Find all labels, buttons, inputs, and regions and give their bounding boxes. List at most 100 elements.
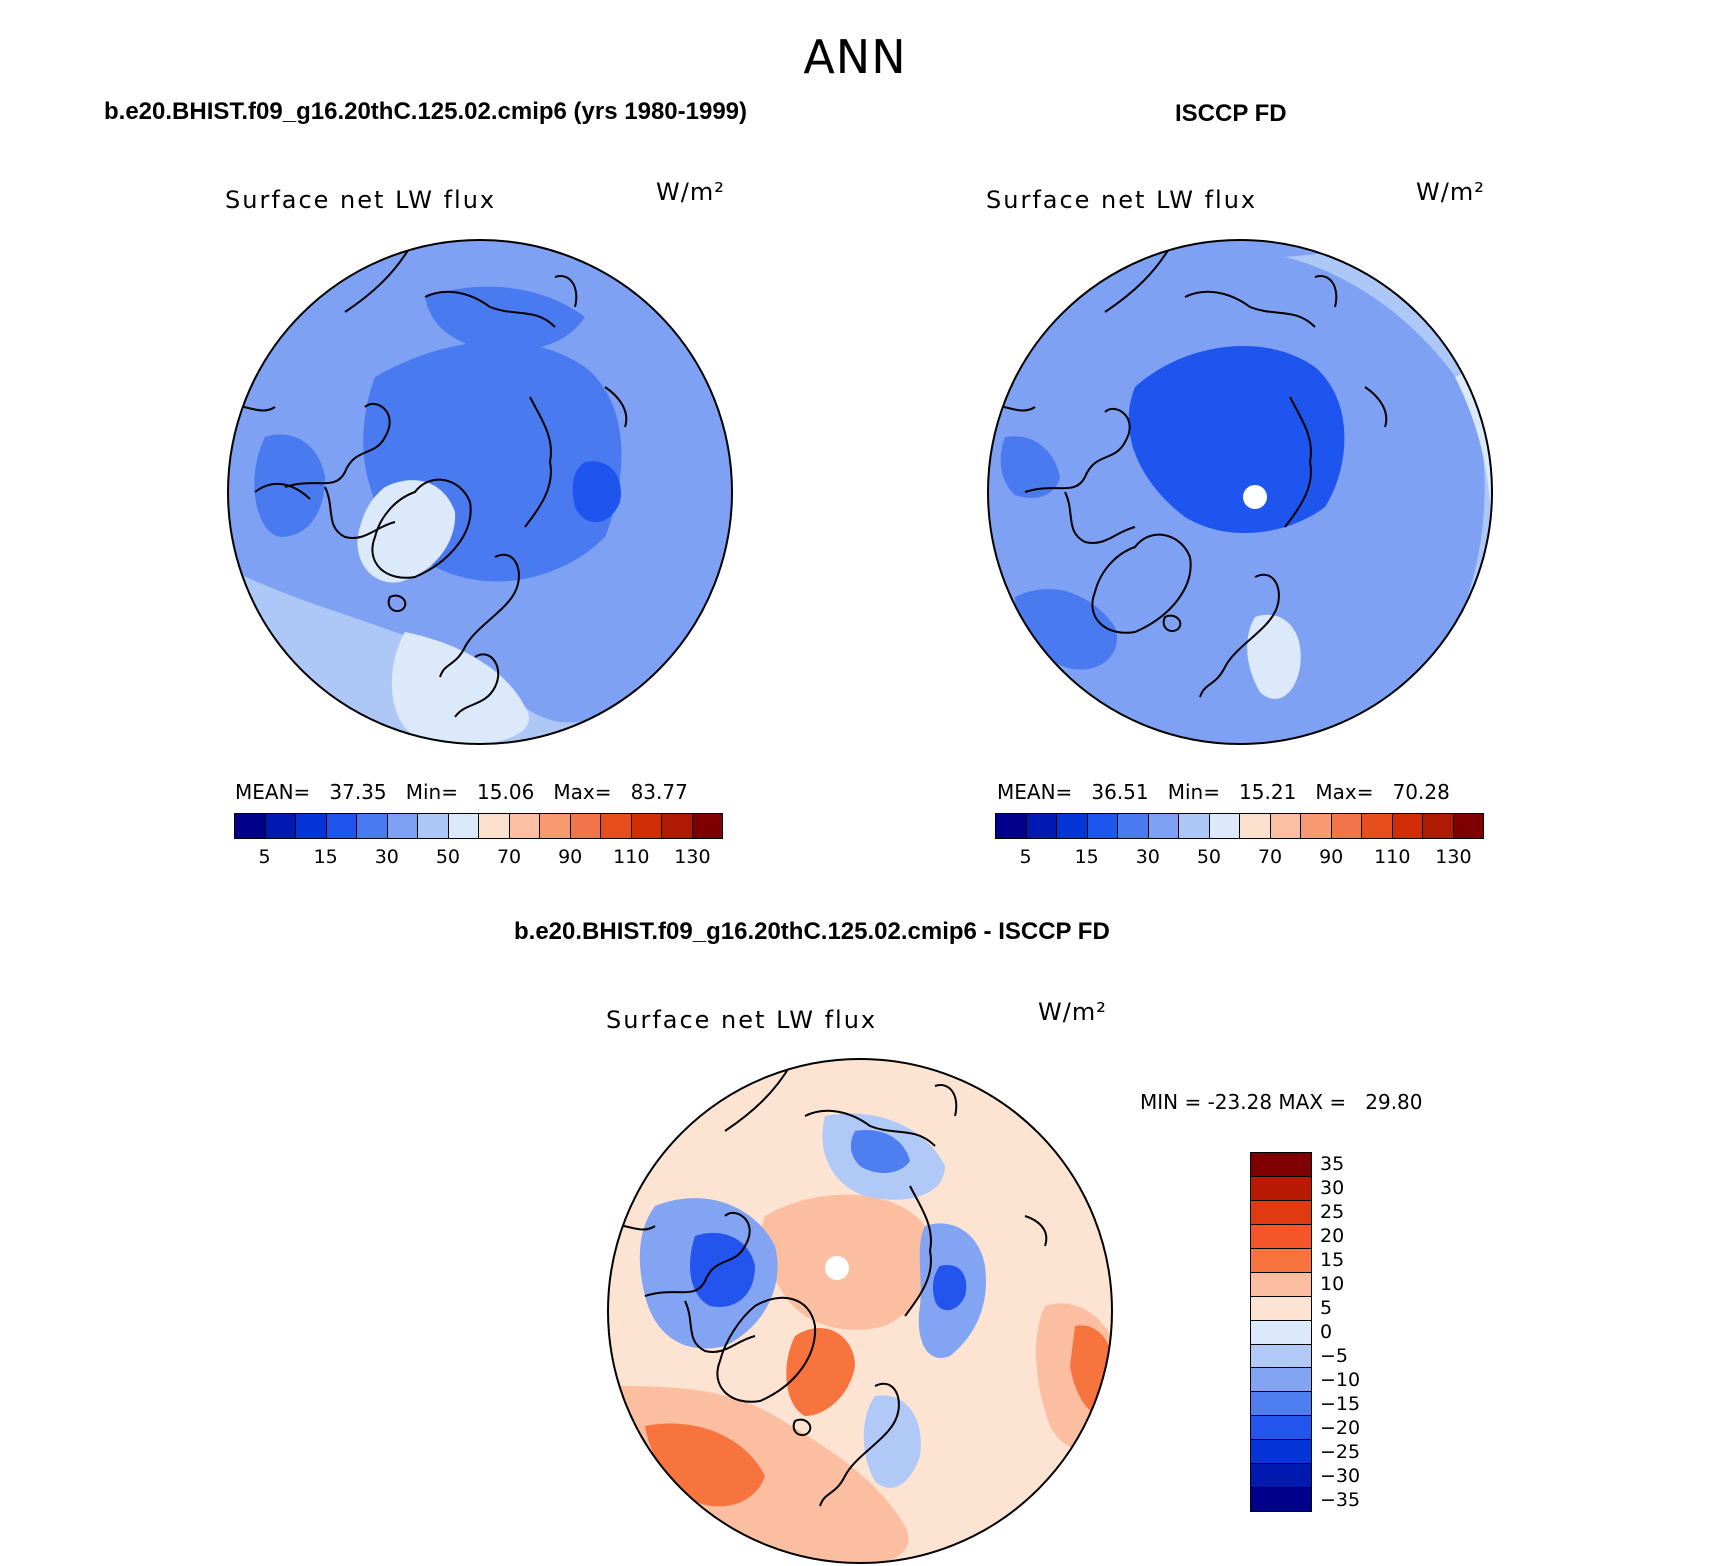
colorbar-swatch [1301, 814, 1332, 838]
model-field-west-warm [228, 337, 231, 457]
colorbar-swatch [1251, 1296, 1311, 1321]
obs-field-central-core [1128, 345, 1345, 534]
diff-field-atlantic-hot [645, 1423, 765, 1507]
colorbar-swatch [1148, 814, 1179, 838]
colorbar-swatch [1251, 1488, 1311, 1512]
colorbar-tick-label: −25 [1320, 1441, 1361, 1463]
colorbar-swatch [357, 814, 388, 838]
colorbar-swatch [1251, 1416, 1311, 1441]
colorbar-tick-label: 30 [1135, 846, 1160, 868]
colorbar-swatch [540, 814, 571, 838]
colorbar-tick-label: 50 [1196, 846, 1222, 868]
colorbar-tick-label: 25 [1320, 1200, 1345, 1223]
colorbar-swatch [418, 814, 449, 838]
colorbar-swatch [1209, 814, 1240, 838]
colorbar-swatch [1087, 814, 1118, 838]
colorbar-tick-label: 90 [1319, 846, 1344, 868]
figure-title: ANN [803, 30, 907, 84]
model-field-outer-band [228, 567, 732, 744]
diff-field-barents-min [932, 1265, 967, 1311]
colorbar-swatch [1251, 1200, 1311, 1225]
colorbar-swatch [1251, 1153, 1311, 1177]
diff-field-greenland-hot [786, 1327, 855, 1416]
colorbar-swatch [296, 814, 327, 838]
colorbar-swatch [1251, 1224, 1311, 1249]
colorbar-tick-label: −35 [1320, 1489, 1361, 1511]
colorbar-swatch [1251, 1248, 1311, 1273]
colorbar-tick-label: 110 [613, 846, 650, 868]
model-field-siberia-core [425, 286, 585, 351]
model-coastlines [228, 246, 628, 718]
colorbar-tick-label: 35 [1320, 1152, 1345, 1175]
colorbar-tick-label: −30 [1320, 1465, 1361, 1487]
obs-panel-units: W/m² [1416, 178, 1485, 206]
model-panel-units: W/m² [656, 178, 725, 206]
colorbar-tick-label: 15 [313, 846, 338, 868]
diff-colorbar-ticks: 35 30 25 20 15 10 5 0 −5 −10 −15 −20 −25 −30 −35 [1320, 1152, 1380, 1512]
colorbar-swatch [1118, 814, 1149, 838]
model-stats: MEAN= 37.35 Min= 15.06 Max= 83.77 [235, 780, 688, 804]
diff-stats: MIN = -23.28 MAX = 29.80 [1140, 1090, 1423, 1114]
obs-field-east-band [1285, 240, 1492, 744]
colorbar-tick-label: 70 [1257, 846, 1283, 868]
colorbar-tick-label: 0 [1320, 1321, 1333, 1343]
colorbar-swatch [1251, 1320, 1311, 1345]
colorbar-swatch [1240, 814, 1271, 838]
obs-colorbar [995, 813, 1484, 839]
colorbar-swatch [1251, 1344, 1311, 1369]
colorbar-swatch [692, 814, 722, 838]
colorbar-tick-label: 90 [558, 846, 583, 868]
colorbar-tick-label: 130 [1435, 846, 1472, 868]
colorbar-swatch [326, 814, 357, 838]
colorbar-swatch [1423, 814, 1454, 838]
colorbar-tick-label: −10 [1320, 1369, 1361, 1391]
colorbar-swatch [1251, 1392, 1311, 1417]
colorbar-tick-label: 50 [435, 846, 461, 868]
model-field-europe-light [391, 632, 529, 744]
obs-missing-pole [1243, 485, 1267, 509]
colorbar-swatch [1251, 1176, 1311, 1201]
model-panel-title: Surface net LW flux [225, 186, 497, 214]
colorbar-tick-label: 20 [1320, 1225, 1345, 1247]
colorbar-swatch [387, 814, 418, 838]
obs-coastlines [988, 246, 1388, 698]
colorbar-tick-label: 15 [1320, 1249, 1345, 1271]
colorbar-swatch [1392, 814, 1423, 838]
obs-field-scandinavia [1247, 614, 1301, 699]
colorbar-swatch [996, 814, 1027, 838]
colorbar-swatch [1251, 1272, 1311, 1297]
colorbar-swatch [601, 814, 632, 838]
colorbar-tick-label: 70 [496, 846, 522, 868]
colorbar-swatch [1453, 814, 1483, 838]
diff-field-siberia-min [850, 1130, 910, 1173]
model-polar-map [227, 239, 733, 745]
colorbar-tick-label: −20 [1320, 1417, 1361, 1439]
obs-map-boundary [987, 239, 1493, 745]
model-colorbar [234, 813, 723, 839]
colorbar-swatch [1251, 1440, 1311, 1465]
diff-panel-header: b.e20.BHIST.f09_g16.20thC.125.02.cmip6 -… [514, 918, 1110, 945]
colorbar-swatch [448, 814, 479, 838]
model-map-boundary [227, 239, 733, 745]
obs-field-canada-core [1000, 436, 1060, 498]
obs-stats: MEAN= 36.51 Min= 15.21 Max= 70.28 [997, 780, 1450, 804]
colorbar-swatch [1251, 1464, 1311, 1489]
colorbar-tick-label: 5 [1320, 1296, 1333, 1319]
diff-field-scandinavia-neg [863, 1395, 921, 1488]
colorbar-swatch [1270, 814, 1301, 838]
colorbar-tick-label: 15 [1074, 846, 1099, 868]
diff-polar-map [607, 1058, 1113, 1564]
colorbar-tick-label: 10 [1320, 1273, 1345, 1295]
colorbar-swatch [570, 814, 601, 838]
colorbar-tick-label: −15 [1320, 1393, 1361, 1415]
colorbar-swatch [1362, 814, 1393, 838]
colorbar-tick-label: −5 [1320, 1345, 1349, 1367]
diff-missing-pole [825, 1256, 849, 1280]
diff-coastlines [608, 1065, 1048, 1507]
colorbar-swatch [1026, 814, 1057, 838]
colorbar-swatch [265, 814, 296, 838]
colorbar-swatch [662, 814, 693, 838]
diff-field-canada-min [690, 1232, 755, 1307]
colorbar-swatch [631, 814, 662, 838]
obs-panel-title: Surface net LW flux [986, 186, 1258, 214]
